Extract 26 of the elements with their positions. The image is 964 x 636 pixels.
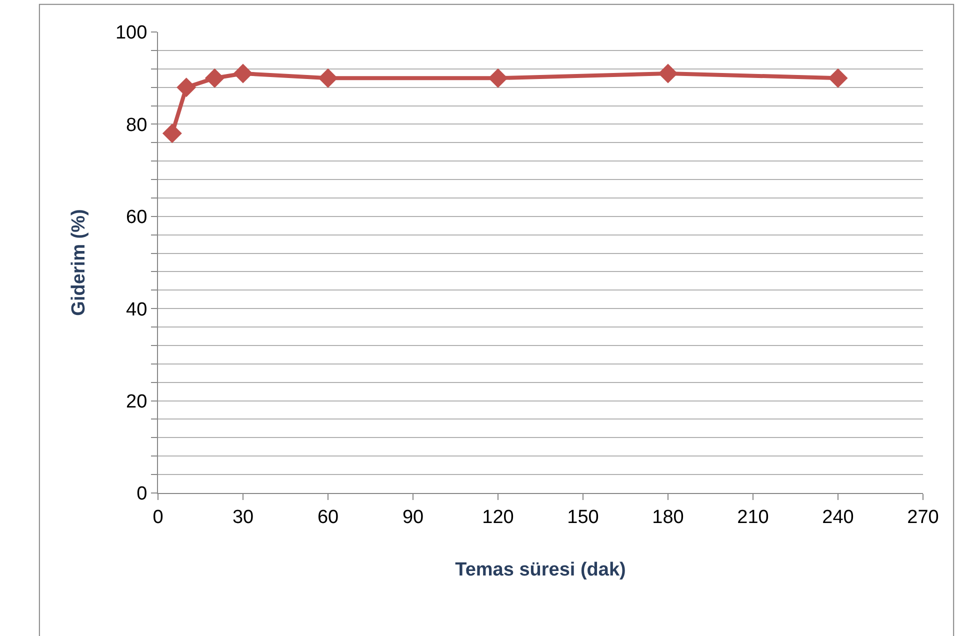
point — [176, 78, 196, 98]
x-tick-label: 60 — [317, 506, 339, 528]
x-tick-label: 0 — [152, 506, 164, 528]
y-tick-label: 20 — [126, 391, 148, 412]
x-tick-label: 240 — [822, 506, 854, 528]
point — [658, 64, 678, 84]
x-tick-label: 180 — [652, 506, 684, 528]
y-tick-label: 100 — [115, 22, 148, 44]
point — [828, 68, 848, 88]
point — [318, 68, 338, 88]
point — [162, 124, 182, 144]
x-tick-label: 150 — [567, 506, 599, 528]
y-tick-label: 60 — [126, 207, 148, 228]
y-tick-label: 0 — [136, 484, 148, 505]
x-tick-label: 90 — [402, 506, 424, 528]
y-tick-label: 40 — [126, 299, 148, 320]
x-tick-label: 120 — [482, 506, 514, 528]
y-tick-label: 80 — [126, 114, 148, 136]
point — [204, 68, 224, 88]
y-axis-title: Giderim (%) — [68, 209, 90, 316]
x-axis-title: Temas süresi (dak) — [455, 560, 626, 581]
x-tick-label: 210 — [737, 506, 769, 528]
point — [488, 68, 508, 88]
x-tick-label: 270 — [907, 506, 939, 528]
x-tick-label: 30 — [232, 506, 254, 528]
point — [233, 64, 253, 84]
